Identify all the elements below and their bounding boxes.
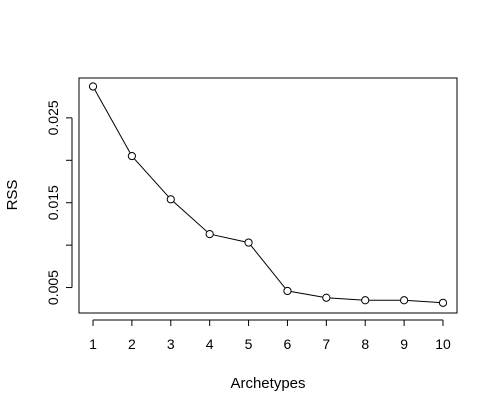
y-axis: 0.005 0.015 0.025: [45, 100, 73, 305]
series: [88, 82, 448, 307]
x-tick-label: 1: [89, 336, 97, 352]
x-tick-label: 4: [206, 336, 214, 352]
plot-frame: [78, 77, 458, 314]
x-tick-label: 2: [128, 336, 136, 352]
x-tick-label: 8: [361, 336, 369, 352]
data-point: [400, 296, 409, 305]
data-point: [322, 293, 331, 302]
x-tick-label: 6: [284, 336, 292, 352]
data-point: [166, 195, 175, 204]
data-point: [127, 151, 136, 161]
y-tick-label: 0.025: [45, 100, 61, 135]
y-axis-title: RSS: [4, 180, 21, 211]
y-tick-label: 0.015: [45, 185, 61, 220]
x-tick-label: 9: [400, 336, 408, 352]
data-point: [361, 296, 370, 305]
x-tick-label: 3: [167, 336, 175, 352]
data-point: [283, 286, 292, 296]
data-point: [438, 298, 448, 307]
series-line: [92, 86, 444, 304]
y-tick-label: 0.005: [45, 270, 61, 305]
x-axis-title: Archetypes: [230, 375, 305, 392]
x-tick-label: 7: [322, 336, 330, 352]
data-point: [205, 230, 214, 239]
data-point: [244, 238, 253, 247]
data-point: [88, 82, 98, 91]
x-axis: 1 2 3 4 5 6 7 8 9 10: [89, 319, 451, 352]
x-tick-label: 10: [435, 336, 451, 352]
x-tick-label: 5: [245, 336, 253, 352]
